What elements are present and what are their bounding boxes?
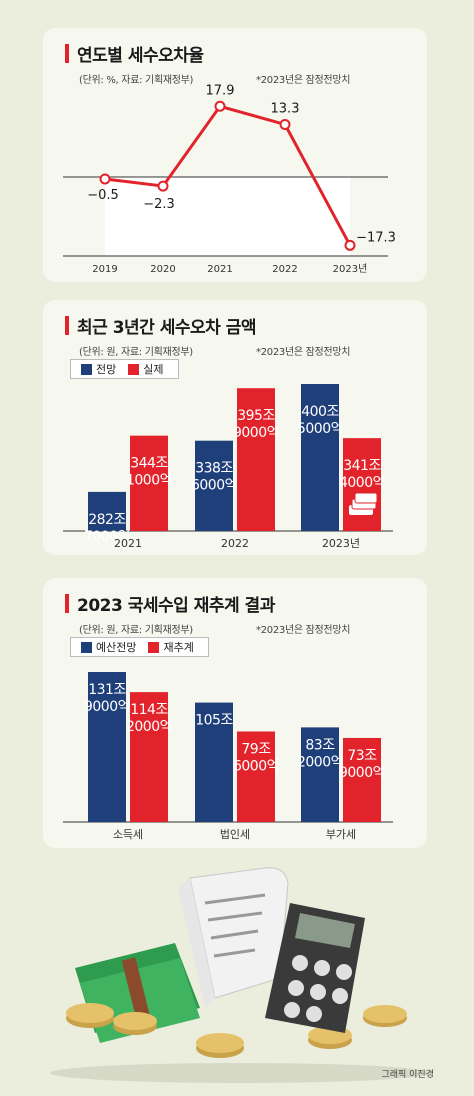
legend-swatch-budget [81, 641, 92, 653]
bar [130, 435, 168, 531]
error-amount-panel: 최근 3년간 세수오차 금액 (단위: 원, 자료: 기획재정부) *2023년… [43, 300, 427, 555]
bar-value-label: 338조 [195, 461, 233, 477]
x-tick-label: 2023년 [322, 537, 360, 550]
bar-value-label: 341조 [343, 458, 381, 474]
legend-swatch-forecast [81, 363, 92, 375]
bar-value-label: 344조 [130, 456, 168, 472]
data-point [157, 180, 169, 192]
bar-value-label: 7000억 [84, 529, 130, 545]
bar [237, 388, 275, 531]
data-label: −17.3 [356, 230, 396, 245]
x-tick-label: 2020 [150, 264, 175, 275]
bar-value-label: 4000억 [339, 475, 385, 491]
data-point [344, 239, 356, 251]
legend: 전망 실제 [70, 359, 179, 379]
x-tick-label: 2021 [114, 537, 142, 550]
bar [301, 727, 339, 822]
data-label: 17.9 [206, 83, 235, 98]
bar-value-label: 9000억 [233, 425, 279, 441]
x-tick-label: 부가세 [326, 828, 356, 841]
money-calculator-illustration [50, 867, 430, 1083]
bar-value-label: 105조 [195, 713, 233, 729]
bar [237, 731, 275, 822]
x-tick-label: 2019 [92, 264, 117, 275]
bar [195, 440, 233, 531]
legend-swatch-reestimate [148, 641, 160, 653]
chart-title: 2023 국세수입 재추계 결과 [77, 596, 275, 616]
receipt-icon [178, 867, 289, 1008]
money-stack-icon [354, 492, 378, 504]
legend-label-actual: 실제 [143, 363, 164, 376]
bar [343, 438, 381, 531]
x-tick-label: 2021 [207, 264, 232, 275]
bar [88, 491, 126, 531]
bar-value-label: 2000억 [126, 719, 172, 735]
plot-area-below-zero [105, 177, 350, 256]
bar-value-label: 282조 [88, 512, 126, 528]
bar-value-label: 6000억 [233, 758, 279, 774]
data-label: −2.3 [143, 197, 175, 212]
bar-value-label: 6000억 [191, 478, 237, 494]
unit-note: (단위: 원, 자료: 기획재정부) [79, 347, 193, 358]
legend: 예산전망 재추계 [70, 637, 209, 657]
legend-label-reestimate: 재추계 [163, 641, 194, 654]
chart-title: 최근 3년간 세수오차 금액 [77, 318, 256, 338]
chart-title: 연도별 세수오차율 [77, 46, 204, 66]
coins-icon [66, 1003, 407, 1058]
legend-swatch-actual [128, 363, 140, 375]
bar [343, 737, 381, 822]
bar-value-label: 83조 [305, 737, 335, 753]
legend-label-budget: 예산전망 [96, 641, 137, 654]
bar-value-label: 400조 [301, 404, 339, 420]
bar [130, 692, 168, 822]
x-tick-label: 2022 [272, 264, 297, 275]
legend-label-forecast: 전망 [96, 363, 117, 376]
bar-value-label: 114조 [130, 702, 168, 718]
x-tick-label: 법인세 [220, 828, 250, 841]
x-tick-label: 2022 [221, 537, 249, 550]
bar-value-label: 2000억 [297, 754, 343, 770]
x-tick-label: 2023년 [333, 263, 368, 275]
bar-value-label: 395조 [237, 408, 275, 424]
bar-value-label: 79조 [241, 741, 271, 757]
bar-value-label: 9000억 [339, 765, 385, 781]
bar-value-label: 1000억 [126, 473, 172, 489]
data-label: −0.5 [87, 188, 119, 203]
bar-value-label: 5000억 [297, 421, 343, 437]
title-accent-bar [65, 44, 69, 63]
error-rate-panel: 연도별 세수오차율 (단위: %, 자료: 기획재정부) *2023년은 잠정전… [43, 28, 427, 282]
estimate-note: *2023년은 잠정전망치 [256, 625, 351, 636]
shadow [50, 1063, 430, 1083]
data-label: 13.3 [271, 101, 300, 116]
data-point [279, 118, 291, 130]
bar [88, 672, 126, 822]
bar [195, 702, 233, 822]
bar-value-label: 131조 [88, 682, 126, 698]
reestimate-panel: 2023 국세수입 재추계 결과 (단위: 원, 자료: 기획재정부) *202… [43, 578, 427, 848]
title-accent-bar [65, 316, 69, 335]
data-point [99, 173, 111, 185]
data-point [214, 100, 226, 112]
bar [301, 384, 339, 531]
line-chart: −0.5 2019 −2.3 2020 17.9 2021 13.3 2022 −17.3 202… [63, 83, 396, 275]
unit-note: (단위: %, 자료: 기획재정부) [79, 75, 194, 86]
estimate-note: *2023년은 잠정전망치 [256, 347, 351, 358]
credit: 그래픽 이진경 [381, 1070, 434, 1080]
unit-note: (단위: 원, 자료: 기획재정부) [79, 625, 193, 636]
x-tick-label: 소득세 [113, 828, 143, 841]
calculator-icon [265, 903, 365, 1033]
bar-value-label: 9000억 [84, 699, 130, 715]
estimate-note: *2023년은 잠정전망치 [256, 75, 351, 86]
bar-value-label: 73조 [347, 748, 377, 764]
title-accent-bar [65, 594, 69, 613]
